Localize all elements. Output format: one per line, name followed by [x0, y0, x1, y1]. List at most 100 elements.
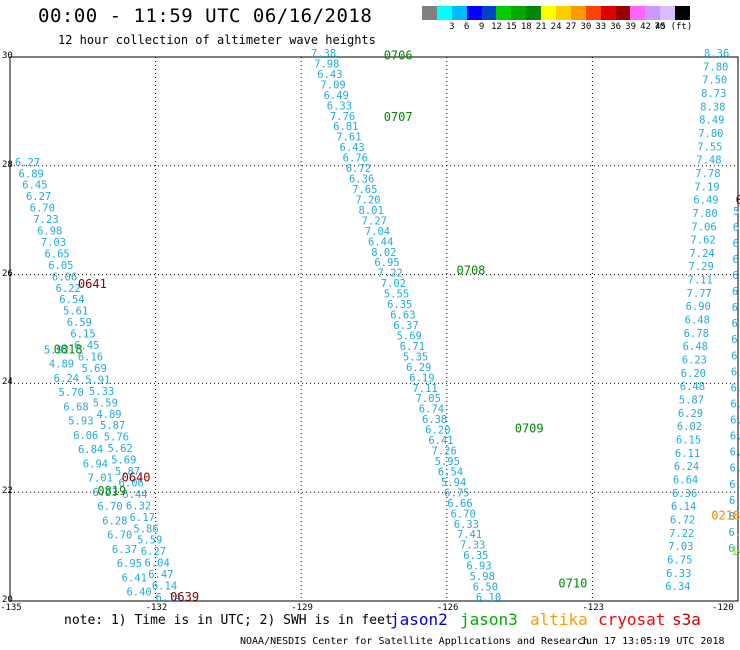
wave-height-value: 6.15: [70, 329, 95, 341]
wave-height-value: 7.03: [668, 541, 693, 553]
wave-height-value: 6.59: [67, 317, 92, 329]
wave-height-value: 6.68: [63, 401, 88, 413]
legend-label: 42: [640, 22, 651, 32]
wave-height-value: 7.05: [416, 393, 441, 405]
legend-swatch: [675, 6, 691, 20]
wave-height-value: 6.29: [406, 362, 431, 374]
pass-time-label: 14: [731, 544, 740, 558]
wave-height-value: 6.22: [56, 283, 81, 295]
generation-timestamp: Jun 17 13:05:19 UTC 2018: [580, 636, 725, 647]
wave-height-value: 6.71: [400, 341, 425, 353]
wave-height-value: 5.33: [89, 386, 114, 398]
legend-swatch: [526, 6, 542, 20]
wave-height-value: 6.24: [54, 373, 79, 385]
wave-height-value: 7.09: [320, 79, 345, 91]
wave-height-value: 5.86: [133, 523, 158, 535]
legend-label: 6: [463, 22, 470, 32]
legend-label: 33: [595, 22, 607, 32]
wave-height-value: 6.5: [733, 222, 740, 234]
wave-height-value: 7.48: [696, 155, 721, 167]
wave-height-value: 6.79: [729, 495, 740, 507]
lon-tick-label: -129: [291, 603, 313, 613]
wave-height-value: 5.87: [100, 420, 125, 432]
legend-swatch: [660, 6, 676, 20]
wave-height-value: 6.36: [732, 270, 740, 282]
wave-height-value: 8.73: [701, 88, 726, 100]
wave-height-value: 5.35: [403, 351, 428, 363]
wave-height-value: 6.20: [681, 368, 706, 380]
wave-height-value: 6.63: [390, 310, 415, 322]
wave-height-value: 7.06: [691, 221, 716, 233]
legend-swatch: [436, 6, 452, 20]
legend-label: 21: [535, 22, 547, 32]
wave-height-value: 8.49: [699, 115, 724, 127]
wave-height-value: 6.45: [74, 340, 99, 352]
wave-height-value: 6.17: [130, 512, 155, 524]
wave-height-value: 6.23: [93, 487, 118, 499]
pass-time-label: 0640: [122, 470, 151, 484]
lat-tick-label: 26: [2, 268, 13, 279]
wave-height-value: 8.02: [371, 247, 396, 259]
satellite-legend-cryosat: cryosat: [598, 610, 666, 629]
lat-tick-label: 30: [2, 51, 13, 61]
wave-height-value: 7.78: [695, 168, 720, 180]
wave-height-value: 6.40: [731, 366, 740, 378]
wave-height-value: 7.22: [378, 268, 403, 280]
wave-height-value: 7.23: [33, 214, 58, 226]
wave-height-value: 7.02: [381, 278, 406, 290]
legend-swatch: [570, 6, 586, 20]
wave-height-value: 6.44: [368, 236, 393, 248]
wave-height-value: 6.28: [102, 515, 127, 527]
wave-height-value: 6.3: [729, 527, 740, 539]
wave-height-value: 5.59: [93, 397, 118, 409]
wave-height-value: 6.33: [327, 100, 352, 112]
map-frame: [9, 56, 739, 602]
lon-tick-label: -126: [436, 603, 459, 613]
wave-height-value: 7.41: [457, 529, 482, 541]
pass-time-label: 0641: [78, 277, 107, 291]
legend-label: 39: [625, 22, 637, 32]
color-legend-labels: 3 6 9 12 15 18 21 24 27 30 33 36 39 42 45 70 (ft): [422, 22, 740, 34]
lat-tick-label: 28: [2, 159, 13, 170]
wave-height-value: 6.27: [26, 191, 51, 203]
wave-height-value: 7.01: [88, 473, 113, 485]
wave-height-value: 6.45: [22, 180, 47, 192]
wave-height-value: 6.54: [59, 294, 84, 306]
wave-height-value: 7.24: [689, 248, 714, 260]
wave-height-value: 8.36: [704, 48, 729, 60]
legend-label: 24: [550, 22, 562, 32]
wave-height-value: 5.55: [384, 289, 409, 301]
wave-height-value: 6.84: [78, 444, 103, 456]
legend-swatch: [615, 6, 631, 20]
wave-height-value: 5.98: [470, 571, 495, 583]
color-legend: [422, 6, 691, 20]
wave-height-value: 6.89: [19, 168, 44, 180]
legend-label: 3: [449, 22, 455, 32]
wave-height-value: 6.32: [126, 500, 151, 512]
legend-swatch: [496, 6, 512, 20]
wave-height-value: 5.70: [59, 387, 84, 399]
wave-height-value: 7.80: [698, 128, 723, 140]
wave-height-value: 6.8: [732, 254, 740, 266]
wave-height-value: 6.08: [732, 318, 740, 330]
legend-swatch: [556, 6, 571, 20]
wave-height-value: 6.48: [730, 447, 740, 459]
wave-height-value: 6.40: [126, 587, 151, 599]
wave-height-value: 6.66: [447, 498, 472, 510]
wave-height-value: 6.95: [374, 257, 399, 269]
wave-height-value: 6.29: [678, 408, 703, 420]
wave-height-value: 6.14: [156, 592, 181, 604]
footnote-bar: note: 1) Time is in UTC; 2) SWH is in fe…: [0, 610, 740, 634]
wave-height-value: 8.5: [729, 511, 740, 523]
wave-height-value: 6.85: [730, 415, 740, 427]
wave-height-value: 6.24: [674, 461, 699, 473]
wave-height-value: 6.72: [670, 514, 695, 526]
lat-tick-label: 24: [2, 377, 13, 388]
legend-label: 27: [565, 22, 577, 32]
wave-height-value: 7.38: [311, 48, 336, 60]
wave-height-value: 7.03: [41, 237, 66, 249]
wave-height-value: 6.76: [343, 153, 368, 165]
wave-height-value: 6.48: [683, 341, 708, 353]
wave-height-value: 6.44: [122, 489, 147, 501]
